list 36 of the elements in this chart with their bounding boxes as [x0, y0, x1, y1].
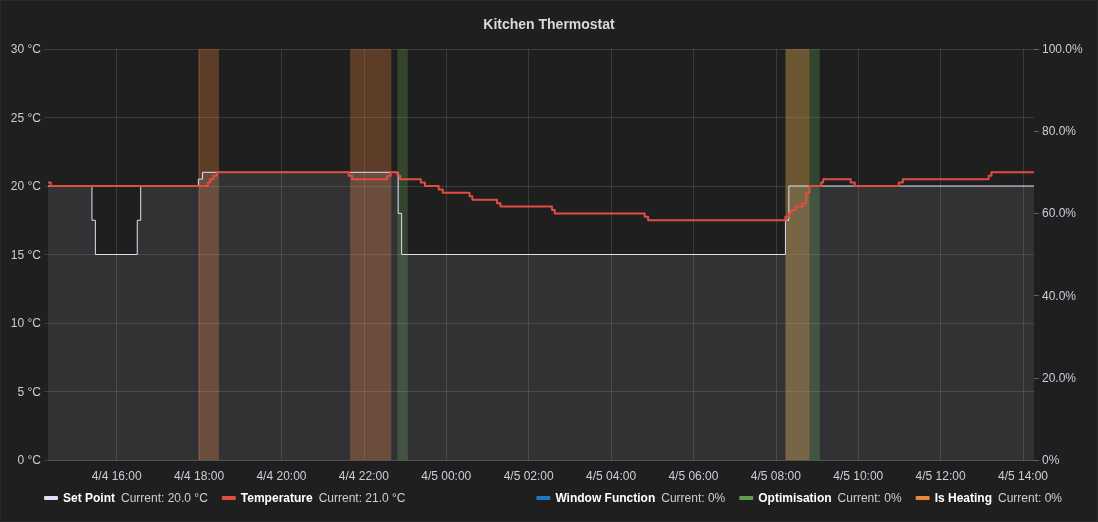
- y-tick-label: 25 °C: [10, 110, 42, 125]
- x-tick-label: 4/4 20:00: [256, 469, 307, 483]
- y2-tick-label: 100.0%: [1042, 42, 1084, 56]
- x-tick-label: 4/5 12:00: [915, 469, 966, 483]
- x-tick-label: 4/5 00:00: [421, 469, 472, 483]
- x-tick-label: 4/5 14:00: [997, 469, 1049, 483]
- x-tick-label: 4/5 10:00: [833, 469, 884, 483]
- legend-label: Set Point: [63, 491, 116, 505]
- y-tick-label: 15 °C: [10, 247, 42, 262]
- y-tick-label: 30 °C: [10, 42, 42, 56]
- legend-label: Window Function: [555, 491, 656, 505]
- x-tick-label: 4/4 18:00: [174, 469, 225, 483]
- x-tick-label: 4/5 02:00: [503, 469, 554, 483]
- chart-title: Kitchen Thermostat: [483, 16, 616, 32]
- text: Current: 21.0 °C: [318, 491, 406, 505]
- text: Current: 0%: [661, 491, 726, 505]
- x-tick-label: 4/5 06:00: [668, 469, 719, 483]
- text: Current: 0%: [997, 491, 1063, 505]
- y-tick-label: 10 °C: [10, 316, 42, 330]
- text: Current: 20.0 °C: [121, 491, 209, 505]
- legend-label: Optimisation: [758, 491, 832, 505]
- y-tick-label: 0 °C: [17, 453, 42, 467]
- legend-label: Temperature: [240, 491, 313, 505]
- y2-tick-label: 20.0%: [1042, 370, 1077, 385]
- text: Current: 0%: [837, 491, 902, 505]
- y2-tick-label: 80.0%: [1042, 124, 1077, 139]
- y2-tick-label: 0%: [1042, 453, 1060, 467]
- y-tick-label: 20 °C: [10, 179, 42, 193]
- y-tick-label: 5 °C: [17, 384, 42, 399]
- x-tick-label: 4/5 08:00: [750, 469, 802, 483]
- x-tick-label: 4/4 16:00: [91, 469, 143, 483]
- x-tick-label: 4/4 22:00: [338, 469, 390, 483]
- y2-tick-label: 60.0%: [1042, 206, 1077, 221]
- legend-label: Is Heating: [934, 491, 992, 505]
- x-tick-label: 4/5 04:00: [586, 469, 637, 483]
- y2-tick-label: 40.0%: [1042, 288, 1077, 303]
